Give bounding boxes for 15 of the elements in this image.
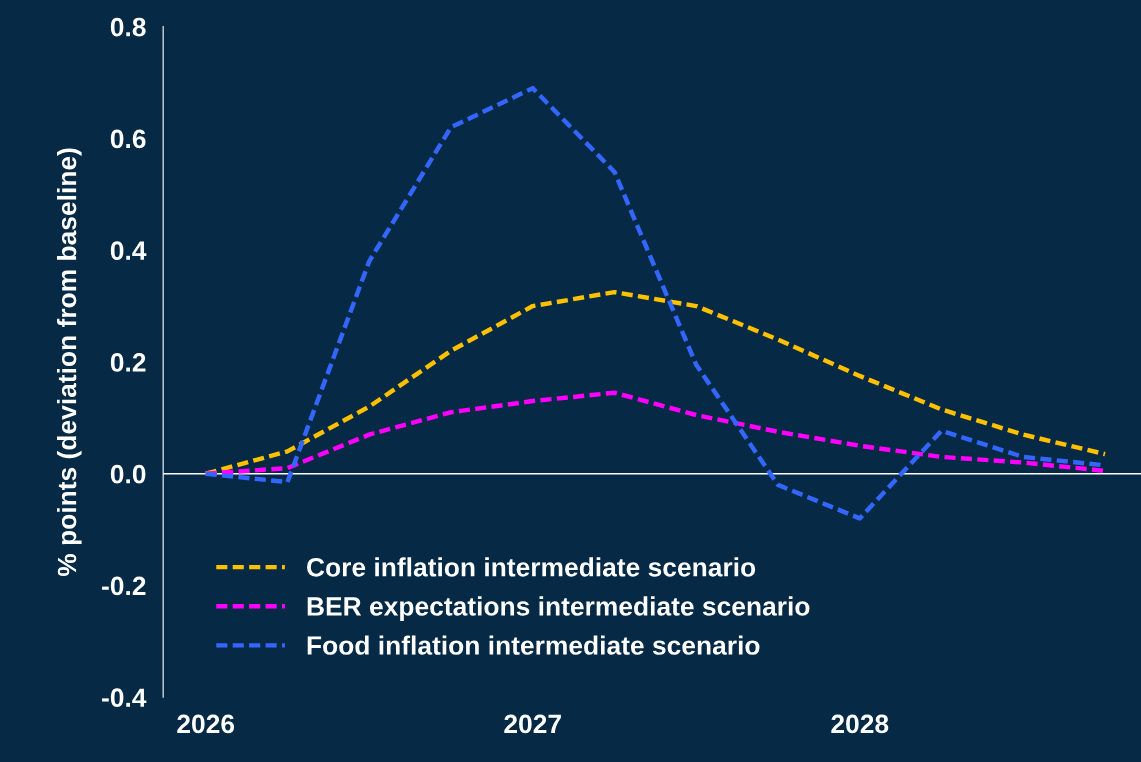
y-tick-label: -0.2 [102,576,146,596]
legend-label: Core inflation intermediate scenario [307,557,756,577]
y-tick-label: -0.4 [102,688,147,708]
legend-label: Food inflation intermediate scenario [307,635,760,655]
legend-label: BER expectations intermediate scenario [307,596,810,621]
x-tick-label: 2026 [177,714,235,734]
y-tick-label: 0.0 [110,464,146,484]
y-axis-title: % points (deviation from baseline) [56,148,82,577]
y-tick-label: 0.8 [110,17,146,37]
y-tick-label: 0.4 [110,241,147,261]
y-tick-label: 0.6 [110,129,146,149]
line-series [203,289,1108,476]
x-tick-label: 2027 [504,714,561,734]
y-tick-label: 0.2 [110,353,146,372]
x-tick-label: 2028 [831,714,889,734]
